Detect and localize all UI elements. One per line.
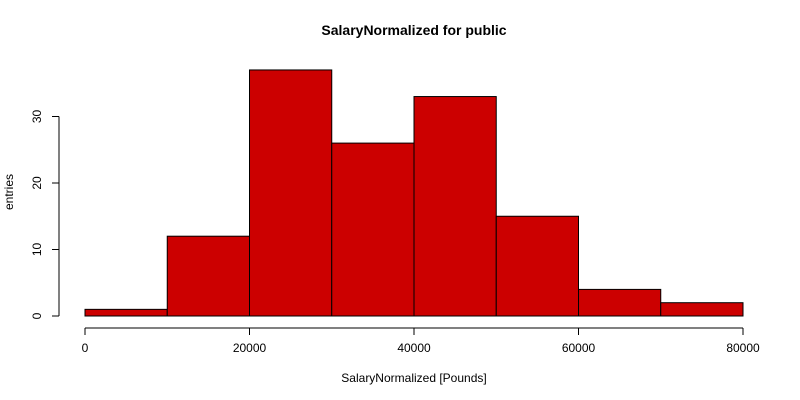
x-tick-label-3: 60000 [562, 341, 596, 355]
y-axis: 0 10 20 30 [30, 110, 60, 319]
y-tick-label-2: 20 [30, 176, 44, 190]
x-tick-label-2: 40000 [397, 341, 431, 355]
x-axis-label: SalaryNormalized [Pounds] [341, 371, 486, 385]
histogram-bar-0 [84, 308, 168, 317]
histogram-bar-1 [166, 235, 250, 317]
x-tick-label-0: 0 [82, 341, 89, 355]
y-axis-label: entries [2, 174, 16, 210]
histogram-bar-4 [413, 96, 497, 317]
chart-title: SalaryNormalized for public [321, 22, 506, 38]
y-tick-label-0: 0 [30, 312, 44, 319]
x-tick-label-4: 80000 [726, 341, 760, 355]
histogram-bar-3 [331, 142, 415, 317]
y-tick-label-3: 30 [30, 110, 44, 124]
histogram-bar-5 [495, 215, 579, 317]
histogram-bar-7 [660, 302, 744, 317]
y-tick-label-1: 10 [30, 243, 44, 257]
histogram-bar-6 [578, 288, 662, 317]
histogram-bar-2 [249, 69, 333, 317]
x-axis: 0 20000 40000 60000 80000 [82, 327, 760, 355]
bars-group [84, 69, 744, 317]
x-tick-label-1: 20000 [233, 341, 267, 355]
